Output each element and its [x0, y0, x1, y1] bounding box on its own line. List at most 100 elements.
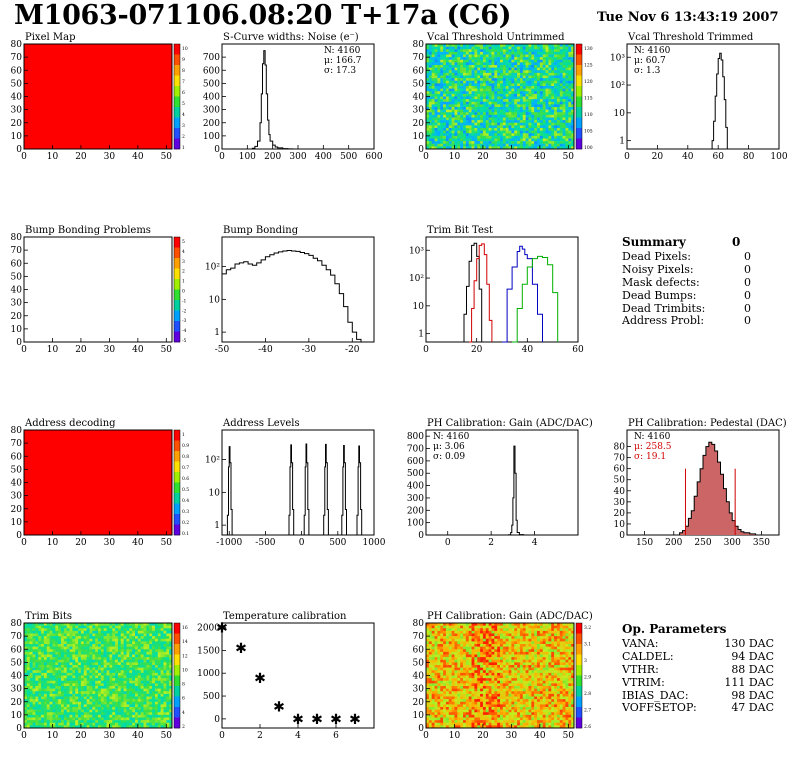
heatmap-cell [465, 623, 469, 626]
heatmap-cell [494, 107, 498, 110]
heatmap-cell [460, 146, 464, 150]
heatmap-cell [35, 644, 39, 647]
heatmap-cell [474, 104, 478, 108]
heatmap-cell [132, 662, 136, 666]
heatmap-cell [35, 678, 39, 682]
heatmap-cell [505, 122, 509, 126]
heatmap-cell [83, 683, 87, 687]
heatmap-cell [26, 623, 30, 626]
heatmap-cell [460, 135, 464, 139]
heatmap-cell [115, 709, 119, 713]
heatmap-cell [115, 712, 119, 716]
heatmap-cell [525, 75, 529, 79]
heatmap-cell [539, 80, 543, 84]
heatmap-cell [83, 636, 87, 640]
heatmap-cell [457, 628, 461, 632]
heatmap-cell [52, 630, 56, 634]
heatmap-cell [61, 722, 65, 726]
heatmap-cell [143, 683, 147, 687]
heatmap-cell [109, 657, 113, 661]
heatmap-cell [505, 75, 509, 79]
x-tick-label: 10 [47, 731, 59, 741]
heatmap-cell [69, 651, 73, 655]
heatmap-cell [106, 654, 110, 658]
heatmap-cell [482, 141, 487, 145]
heatmap-cell [437, 62, 441, 66]
heatmap-cell [115, 636, 119, 640]
heatmap-cell [426, 93, 430, 97]
heatmap-cell [437, 130, 441, 134]
heatmap-cell [75, 628, 79, 632]
heatmap-cell [428, 62, 432, 66]
heatmap-cell [482, 146, 487, 150]
heatmap-cell [117, 644, 122, 647]
heatmap-cell [72, 672, 76, 676]
heatmap-cell [80, 659, 85, 663]
heatmap-cell [545, 104, 549, 108]
heatmap-cell [43, 625, 48, 629]
heatmap-cell [112, 691, 116, 695]
y-tick-label: 20 [11, 312, 23, 322]
heatmap-cell [485, 107, 489, 110]
heatmap-fill [24, 430, 172, 535]
heatmap-cell [135, 712, 139, 716]
heatmap-cell [434, 625, 438, 629]
heatmap-cell [539, 75, 543, 79]
heatmap-cell [559, 109, 563, 113]
heatmap-cell [494, 54, 498, 58]
heatmap-cell [537, 112, 541, 116]
heatmap-cell [115, 686, 119, 689]
heatmap-cell [80, 686, 85, 689]
heatmap-cell [519, 143, 524, 147]
y-tick-label: 40 [614, 487, 626, 497]
heatmap-cell [160, 654, 164, 658]
heatmap-cell [542, 99, 546, 103]
heatmap-cell [132, 638, 136, 642]
heatmap-cell [474, 75, 478, 79]
heatmap-cell [485, 80, 489, 84]
heatmap-cell [571, 75, 575, 79]
heatmap-cell [431, 122, 435, 126]
heatmap-cell [525, 54, 529, 58]
heatmap-cell [556, 135, 561, 139]
heatmap-cell [123, 625, 127, 629]
heatmap-cell [46, 680, 50, 684]
heatmap-cell [115, 680, 119, 684]
heatmap-cell [154, 696, 159, 700]
heatmap-cell [468, 54, 472, 58]
heatmap-cell [565, 135, 569, 139]
heatmap-cell [514, 141, 518, 145]
heatmap-cell [511, 70, 515, 74]
heatmap-cell [522, 107, 526, 110]
heatmap-cell [508, 88, 512, 92]
heatmap-cell [508, 104, 512, 108]
heatmap-cell [511, 141, 515, 145]
heatmap-cell [35, 672, 39, 676]
heatmap-cell [132, 665, 136, 668]
heatmap-cell [531, 112, 535, 116]
heatmap-cell [502, 135, 506, 139]
heatmap-cell [460, 91, 464, 95]
heatmap-cell [41, 725, 45, 729]
heatmap-cell [568, 75, 572, 79]
heatmap-cell [508, 70, 512, 74]
heatmap-cell [24, 630, 28, 634]
heatmap-cell [160, 644, 164, 647]
heatmap-cell [542, 623, 546, 626]
heatmap-cell [491, 138, 495, 142]
heatmap-cell [103, 717, 107, 721]
heatmap-cell [29, 683, 33, 687]
heatmap-cell [434, 120, 438, 124]
heatmap-cell [502, 49, 506, 53]
heatmap-cell [525, 59, 529, 63]
heatmap-cell [491, 112, 495, 116]
heatmap-cell [431, 109, 435, 113]
heatmap-cell [126, 649, 130, 653]
heatmap-cell [32, 699, 36, 703]
palette-swatch [174, 461, 180, 468]
heatmap-cell [471, 70, 475, 74]
heatmap-cell [474, 630, 478, 634]
heatmap-cell [537, 143, 541, 147]
heatmap-cell [497, 65, 501, 68]
heatmap-cell [451, 630, 455, 634]
